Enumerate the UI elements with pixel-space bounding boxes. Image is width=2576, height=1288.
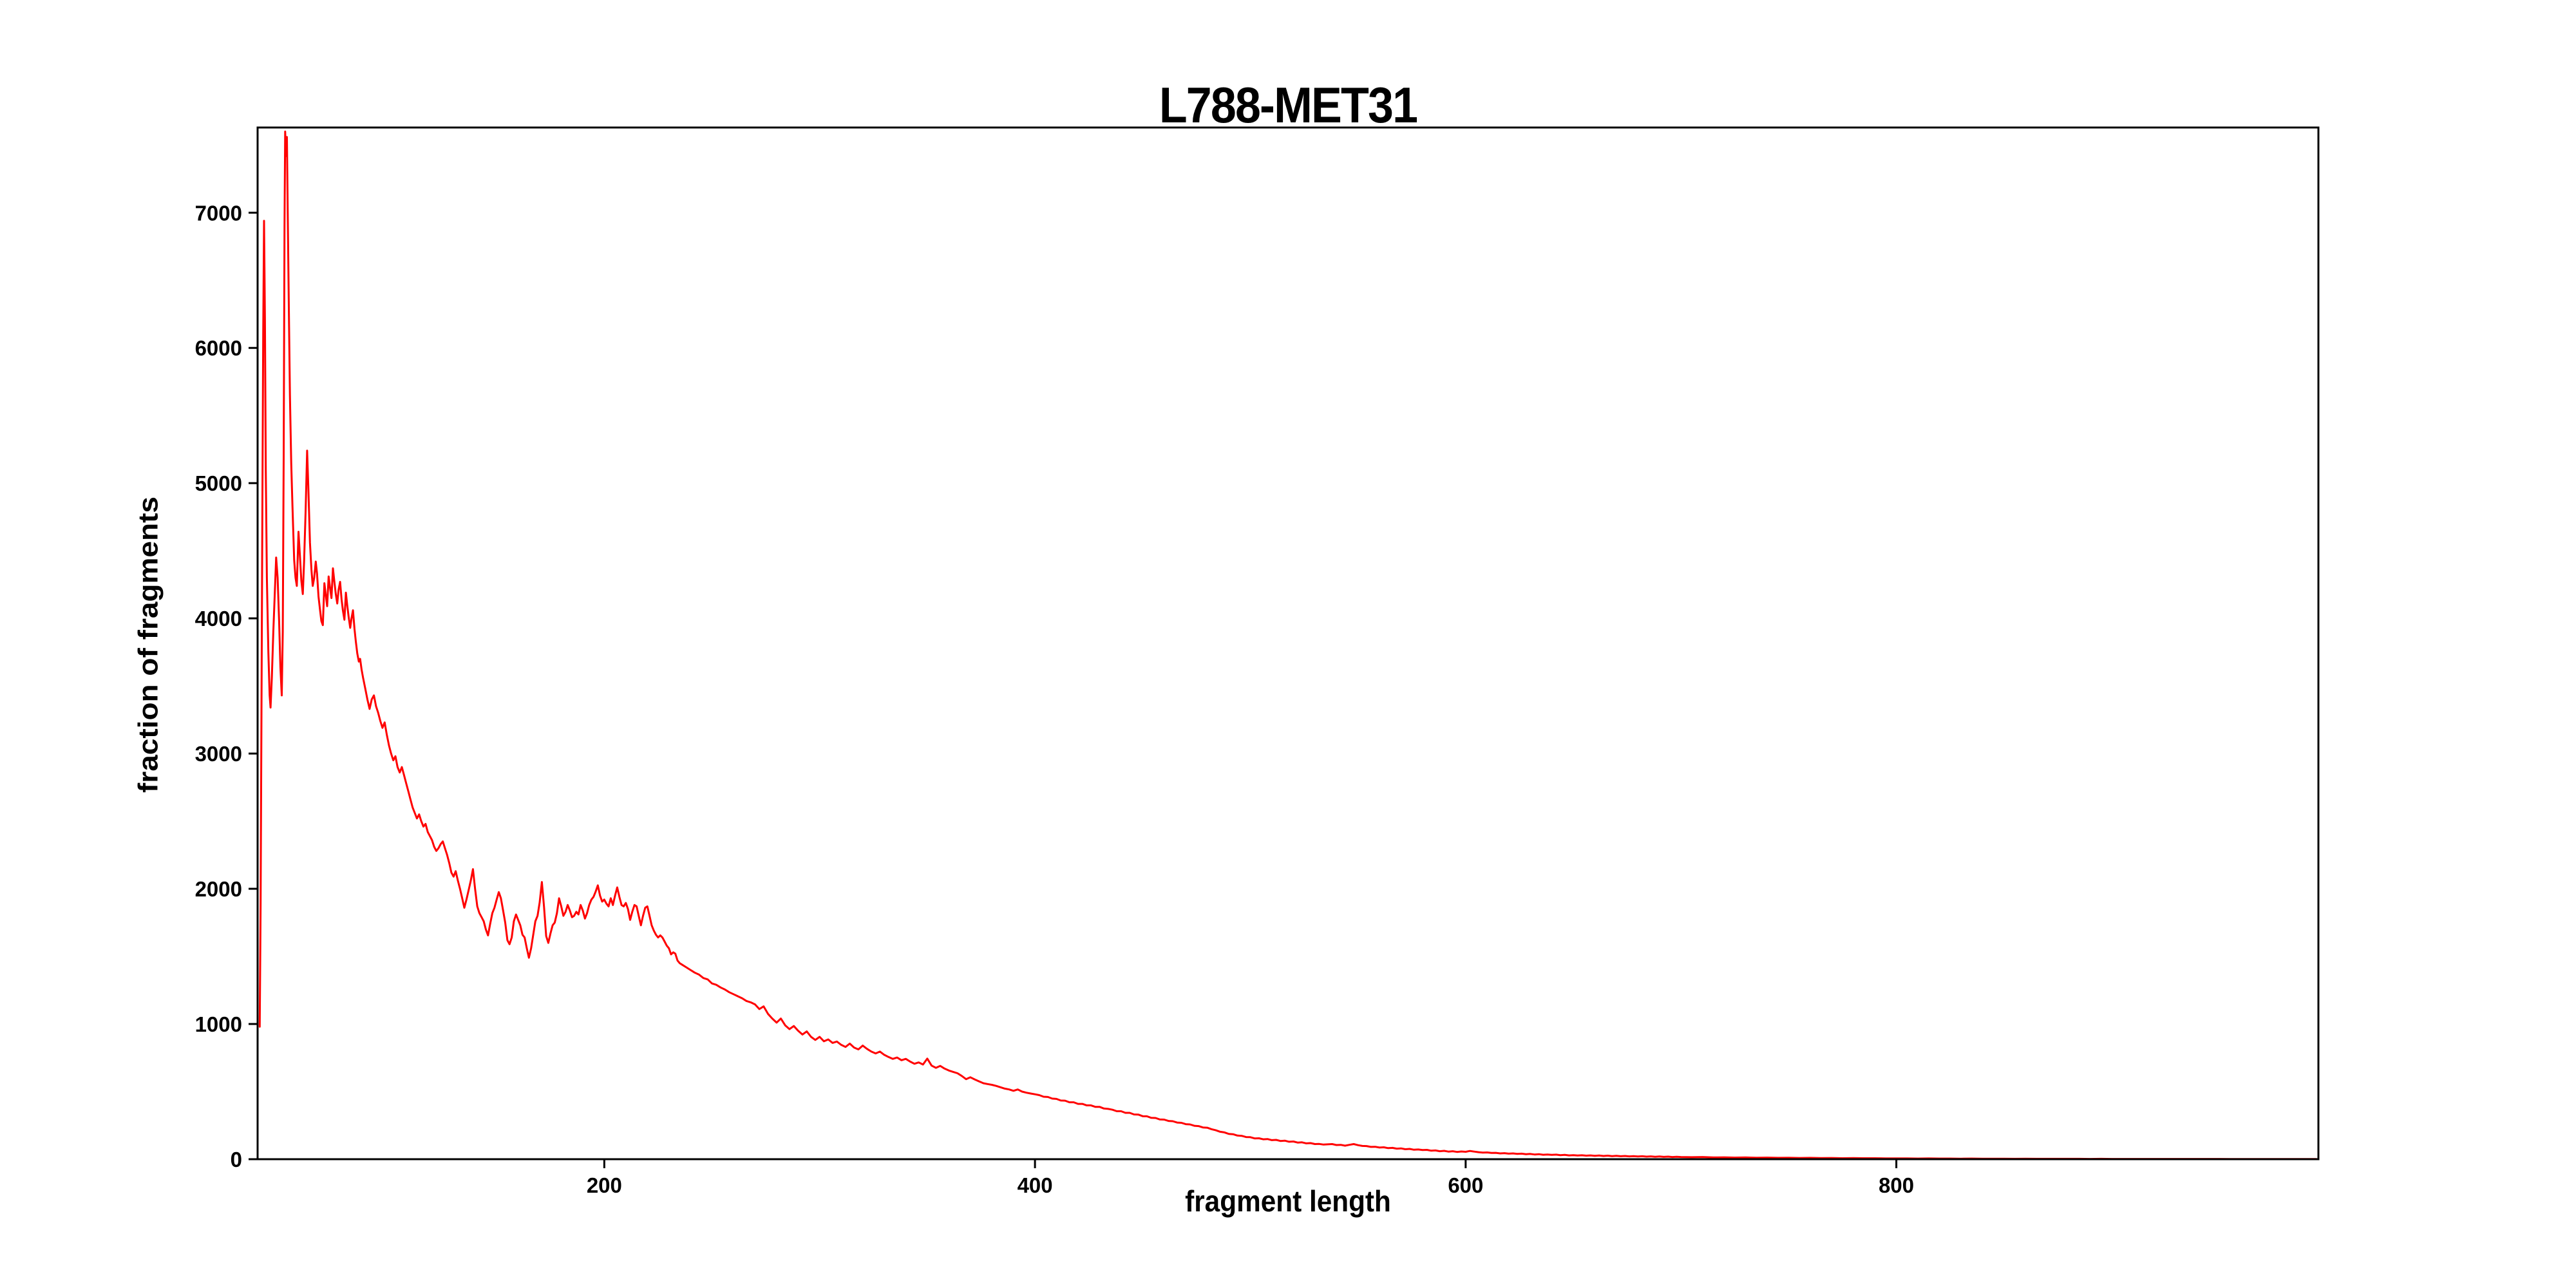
series-line [258,130,2318,1160]
y-tick-label: 1000 [195,1012,242,1036]
x-tick-label: 200 [587,1173,622,1197]
y-tick-label: 6000 [195,336,242,360]
x-tick-label: 600 [1448,1173,1483,1197]
chart-title: L788-MET31 [1159,77,1418,133]
plot-border [256,126,2320,1160]
y-tick-label: 5000 [195,471,242,495]
x-tick-label: 800 [1879,1173,1914,1197]
y-tick-label: 7000 [195,201,242,225]
y-tick-label: 4000 [195,607,242,630]
x-tick-label: 400 [1018,1173,1053,1197]
y-tick-label: 3000 [195,742,242,766]
x-axis-label: fragment length [1185,1184,1391,1218]
y-tick-label: 2000 [195,877,242,901]
y-tick-label: 0 [231,1148,242,1171]
